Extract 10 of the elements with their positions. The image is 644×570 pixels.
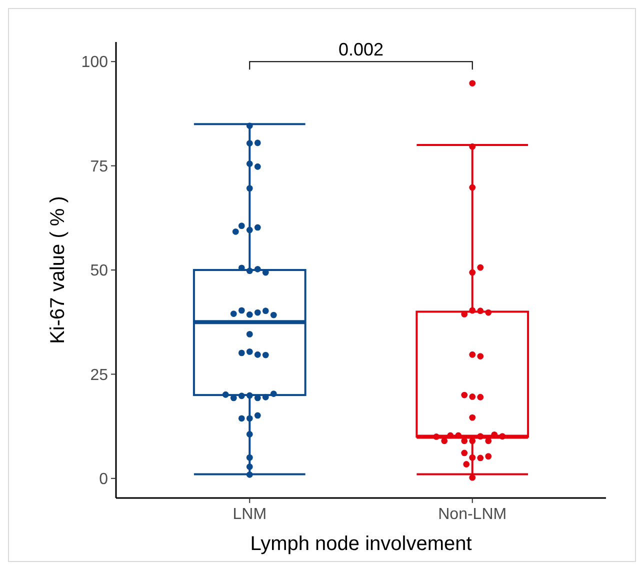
x-axis-title: Lymph node involvement (250, 533, 472, 555)
y-tick-label: 100 (81, 54, 108, 72)
y-tick-label: 75 (90, 158, 108, 176)
y-tick-label: 0 (99, 471, 108, 488)
y-tick-label: 25 (90, 366, 108, 384)
annotation: 0.002 (338, 40, 384, 60)
y-axis-title: Ki-67 value ( % ) (47, 196, 69, 344)
x-tick-label: LNM (232, 506, 267, 523)
x-tick-label: Non-LNM (438, 506, 507, 523)
y-tick-label: 50 (90, 262, 108, 280)
